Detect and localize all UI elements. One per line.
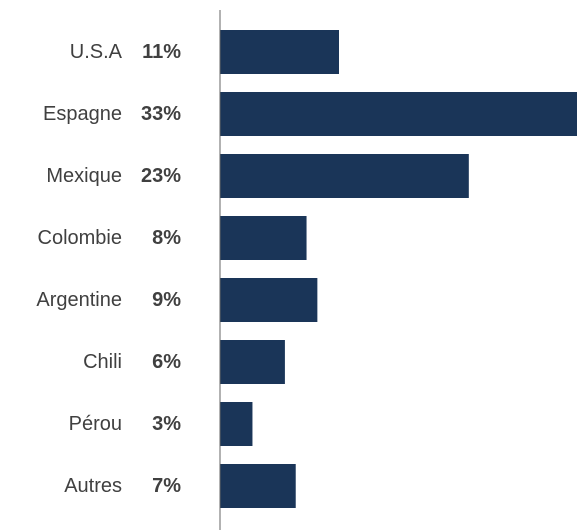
category-label: Autres [64, 475, 122, 497]
category-label: Chili [83, 351, 122, 373]
bar-value-label: 9% [152, 289, 181, 311]
bar-2 [220, 154, 469, 198]
bar-1 [220, 92, 577, 136]
bar-7 [220, 464, 296, 508]
category-label: Espagne [43, 103, 122, 125]
bar-5 [220, 340, 285, 384]
bar-value-label: 23% [141, 165, 181, 187]
bar-0 [220, 30, 339, 74]
bar-value-label: 33% [141, 103, 181, 125]
category-label: Argentine [36, 289, 122, 311]
category-label: Colombie [38, 227, 122, 249]
bar-value-label: 7% [152, 475, 181, 497]
category-label: U.S.A [70, 41, 123, 63]
bar-4 [220, 278, 318, 322]
category-label: Mexique [46, 165, 122, 187]
bar-value-label: 8% [152, 227, 181, 249]
bar-3 [220, 216, 307, 260]
bar-value-label: 3% [152, 413, 181, 435]
bar-6 [220, 402, 253, 446]
category-label: Pérou [69, 413, 122, 435]
bar-value-label: 6% [152, 351, 181, 373]
bar-value-label: 11% [142, 41, 181, 63]
